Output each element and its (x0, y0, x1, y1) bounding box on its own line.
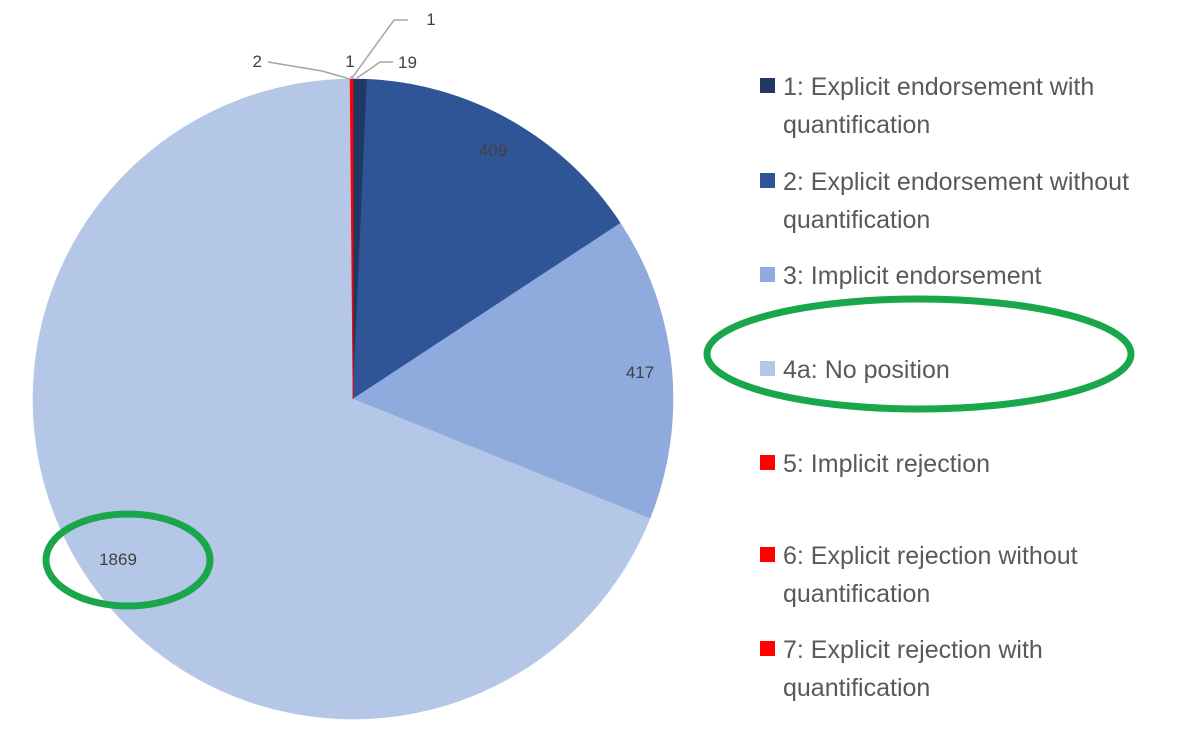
legend-entry-4: 4a: No position (760, 356, 950, 384)
legend: 1: Explicit endorsement with quantificati… (760, 73, 1129, 702)
legend-label-line: 6: Explicit rejection without (783, 542, 1078, 570)
legend-label-line: 3: Implicit endorsement (783, 262, 1042, 290)
pie-slice-2 (352, 78, 621, 400)
pie-data-labels: 19 409 417 1869 2 1 1 (99, 10, 654, 569)
legend-swatch (760, 547, 775, 562)
legend-label-line: 4a: No position (783, 356, 950, 384)
legend-entry-6: 6: Explicit rejection without quantificat… (760, 542, 1078, 608)
legend-label-line: 1: Explicit endorsement with (783, 73, 1094, 101)
data-label-3: 417 (626, 363, 654, 382)
data-label-1: 19 (398, 53, 417, 72)
data-label-5: 2 (253, 52, 262, 71)
legend-swatch (760, 361, 775, 376)
highlight-annotations (42, 295, 1135, 610)
pie-slice-7 (351, 78, 354, 400)
legend-label-line: 5: Implicit rejection (783, 450, 990, 478)
legend-label-line: quantification (783, 111, 930, 139)
data-label-6: 1 (345, 52, 354, 71)
legend-swatch (760, 455, 775, 470)
legend-swatch (760, 173, 775, 188)
leader-line-7 (351, 19, 408, 79)
pie-slice-3 (352, 222, 674, 519)
legend-entry-5: 5: Implicit rejection (760, 450, 990, 478)
legend-entry-3: 3: Implicit endorsement (760, 262, 1042, 290)
highlight-ellipse-value (42, 510, 214, 610)
legend-swatch (760, 267, 775, 282)
data-label-2: 409 (479, 141, 507, 160)
data-label-7: 1 (426, 10, 435, 29)
legend-label-line: quantification (783, 674, 930, 702)
legend-label-line: quantification (783, 206, 930, 234)
data-label-4: 1869 (99, 550, 137, 569)
legend-label-line: 2: Explicit endorsement without (783, 168, 1129, 196)
leader-line-5 (267, 61, 351, 80)
leader-line-1 (356, 61, 393, 79)
legend-label-line: quantification (783, 580, 930, 608)
legend-swatch (760, 641, 775, 656)
highlight-ellipse-legend (703, 295, 1135, 413)
legend-label-line: 7: Explicit rejection with (783, 636, 1043, 664)
pie-slices (32, 78, 674, 720)
legend-swatch (760, 78, 775, 93)
legend-entry-2: 2: Explicit endorsement without quantific… (760, 168, 1129, 234)
legend-entry-1: 1: Explicit endorsement with quantificati… (760, 73, 1094, 139)
legend-entry-7: 7: Explicit rejection with quantification (760, 636, 1043, 702)
pie-slice-4 (32, 78, 651, 720)
